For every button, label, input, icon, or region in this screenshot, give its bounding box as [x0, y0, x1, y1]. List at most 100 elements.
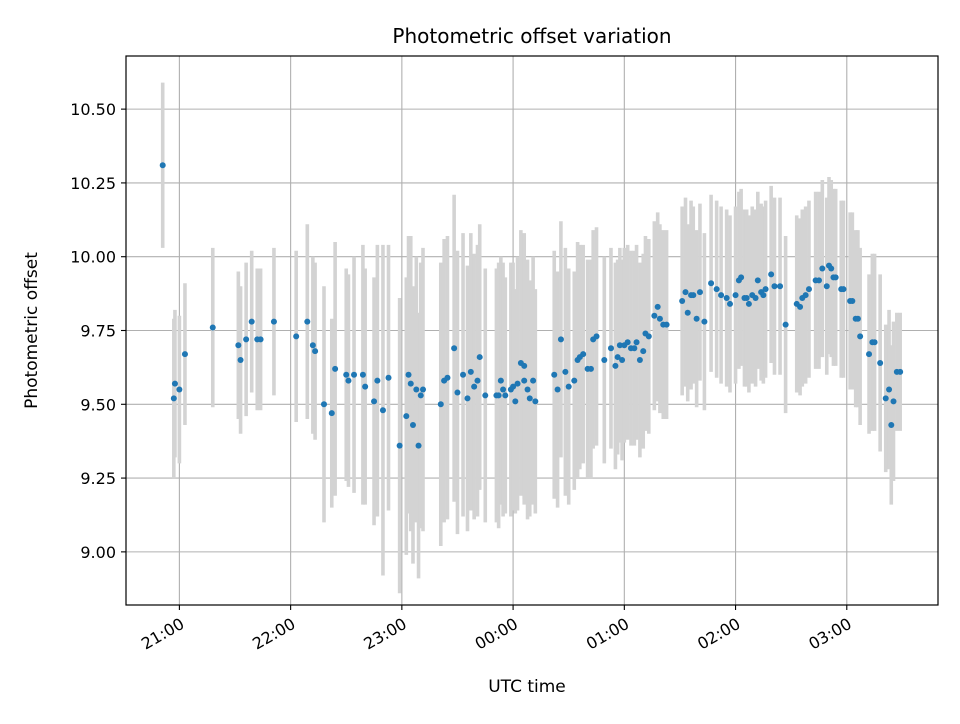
- data-point: [762, 286, 769, 293]
- data-point: [557, 336, 564, 343]
- data-point: [474, 377, 481, 384]
- data-point: [351, 371, 358, 378]
- data-point: [551, 371, 558, 378]
- x-axis-ticks: 21:00 22:00 23:00 00:00 01:00 02:00 03:00: [138, 605, 855, 654]
- data-point: [320, 401, 327, 408]
- data-point: [405, 371, 412, 378]
- data-point: [679, 297, 686, 304]
- data-point: [235, 342, 242, 349]
- data-point: [565, 383, 572, 390]
- data-point: [467, 368, 474, 375]
- data-point: [385, 374, 392, 381]
- data-point: [616, 342, 623, 349]
- data-point: [633, 339, 640, 346]
- data-point: [636, 357, 643, 364]
- data-point: [514, 380, 521, 387]
- data-point: [754, 277, 761, 284]
- data-point: [379, 407, 386, 414]
- data-point: [512, 398, 519, 405]
- data-point: [802, 292, 809, 299]
- data-point: [312, 348, 319, 355]
- data-point: [640, 348, 647, 355]
- data-point: [510, 383, 517, 390]
- data-point: [345, 377, 352, 384]
- data-point: [580, 351, 587, 358]
- data-point: [413, 386, 420, 393]
- data-point: [890, 398, 897, 405]
- y-tick-label: 10.00: [70, 248, 116, 267]
- data-point: [409, 421, 416, 428]
- data-point: [693, 315, 700, 322]
- data-point: [619, 357, 626, 364]
- x-tick-label: 01:00: [583, 614, 632, 654]
- data-point: [374, 377, 381, 384]
- data-point: [866, 351, 873, 358]
- data-point: [437, 401, 444, 408]
- data-point: [482, 392, 489, 399]
- y-tick-label: 9.25: [80, 469, 116, 488]
- data-point: [403, 413, 410, 420]
- data-point: [500, 386, 507, 393]
- data-point: [897, 368, 904, 375]
- data-point: [805, 286, 812, 293]
- data-point: [521, 362, 528, 369]
- data-point: [656, 315, 663, 322]
- data-point: [726, 300, 733, 307]
- x-tick-label: 23:00: [360, 614, 409, 654]
- data-point: [614, 354, 621, 361]
- data-point: [359, 371, 366, 378]
- data-point: [696, 289, 703, 296]
- data-point: [612, 362, 619, 369]
- data-point: [888, 421, 895, 428]
- data-point: [343, 371, 350, 378]
- data-point: [419, 386, 426, 393]
- data-point: [171, 380, 178, 387]
- data-point: [454, 389, 461, 396]
- data-point: [840, 286, 847, 293]
- data-point: [857, 333, 864, 340]
- data-point: [464, 395, 471, 402]
- data-point: [823, 283, 830, 290]
- data-point: [371, 398, 378, 405]
- data-point: [270, 318, 277, 325]
- x-axis-title: UTC time: [488, 677, 566, 697]
- data-point: [451, 345, 458, 352]
- data-point: [624, 339, 631, 346]
- data-point: [571, 377, 578, 384]
- data-point: [854, 315, 861, 322]
- data-point: [237, 357, 244, 364]
- data-point: [732, 292, 739, 299]
- y-axis-title: Photometric offset: [22, 252, 42, 409]
- x-tick-label: 02:00: [694, 614, 743, 654]
- data-point: [601, 357, 608, 364]
- data-point: [663, 321, 670, 328]
- y-tick-label: 10.50: [70, 100, 116, 119]
- data-point: [701, 318, 708, 325]
- y-tick-label: 9.00: [80, 543, 116, 562]
- data-point: [768, 271, 775, 278]
- data-point: [771, 283, 778, 290]
- data-point: [248, 318, 255, 325]
- x-tick-label: 21:00: [138, 614, 187, 654]
- data-point: [417, 392, 424, 399]
- data-point: [607, 345, 614, 352]
- data-point: [407, 380, 414, 387]
- data-point: [723, 295, 730, 302]
- data-point: [587, 365, 594, 372]
- data-point: [782, 321, 789, 328]
- chart-title: Photometric offset variation: [392, 24, 671, 48]
- data-point: [832, 274, 839, 281]
- data-point: [176, 386, 183, 393]
- data-point: [877, 359, 884, 366]
- data-point: [293, 333, 300, 340]
- data-point: [332, 365, 339, 372]
- data-point: [257, 336, 264, 343]
- data-point: [209, 324, 216, 331]
- data-point: [690, 292, 697, 299]
- data-point: [502, 392, 509, 399]
- data-point: [362, 383, 369, 390]
- data-point: [871, 339, 878, 346]
- data-point: [738, 274, 745, 281]
- data-point: [181, 351, 188, 358]
